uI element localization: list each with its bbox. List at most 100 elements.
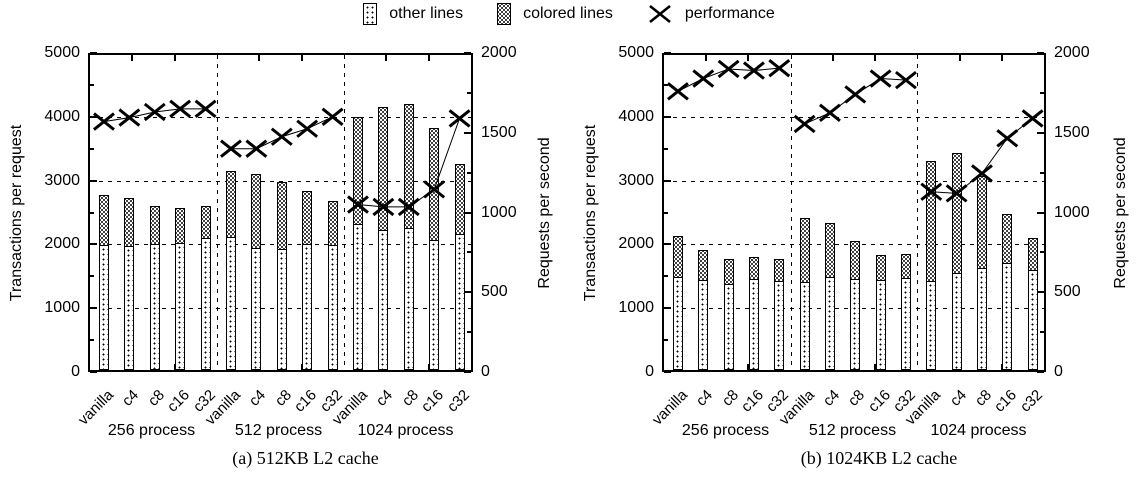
group-label: 256 process xyxy=(107,422,196,439)
bar-tick-label: c4 xyxy=(946,386,971,410)
tick-mark xyxy=(664,83,668,86)
left-axis-tick-label: 1000 xyxy=(44,299,80,316)
colored-lines-segment xyxy=(176,209,184,244)
tick-mark xyxy=(467,251,471,254)
bar-tick-label: c8 xyxy=(398,386,423,410)
chart-a-left-axis-title: Transactions per request xyxy=(8,124,25,302)
tick-mark xyxy=(874,364,877,370)
tick-mark xyxy=(1037,291,1044,294)
tick-mark xyxy=(427,364,430,370)
bar-b-512-c16 xyxy=(876,255,886,370)
colored-lines-segment xyxy=(252,175,260,249)
other-lines-segment xyxy=(303,245,311,369)
bar-a-1024-c16 xyxy=(429,128,439,370)
colored-lines-segment xyxy=(125,199,133,247)
tick-mark xyxy=(300,55,303,61)
bar-b-1024-c16 xyxy=(1002,214,1012,370)
colored-lines-segment xyxy=(1003,215,1011,264)
tick-mark xyxy=(90,83,94,86)
tick-mark xyxy=(467,91,471,94)
left-axis-tick-label: 3000 xyxy=(44,172,80,189)
chart-b-caption: (b) 1024KB L2 cache xyxy=(800,448,958,468)
tick-mark xyxy=(1037,211,1044,214)
tick-mark xyxy=(464,211,471,214)
colored-lines-segment xyxy=(456,165,464,235)
tick-mark xyxy=(664,371,671,373)
colored-lines-segment xyxy=(775,260,783,282)
bar-tick-label: c8 xyxy=(271,386,296,410)
group-label: 1024 process xyxy=(357,422,454,439)
tick-mark xyxy=(90,147,94,150)
colored-lines-segment xyxy=(725,260,733,285)
left-axis-tick-label: 2000 xyxy=(618,235,654,252)
tick-mark xyxy=(467,171,471,174)
tick-mark xyxy=(90,371,97,373)
plot-area-b xyxy=(662,52,1046,373)
tick-mark xyxy=(90,211,94,214)
bar-tick-label: c4 xyxy=(819,386,844,410)
bar-b-512-vanilla xyxy=(800,218,810,370)
right-axis-tick-label: 0 xyxy=(481,363,490,380)
bar-tick-label: c8 xyxy=(718,386,743,410)
other-lines-segment xyxy=(851,280,859,369)
tick-mark xyxy=(664,275,668,278)
other-lines-segment xyxy=(750,280,758,369)
tick-mark xyxy=(467,331,471,334)
group-divider xyxy=(344,55,345,370)
plot-area-a xyxy=(88,52,473,373)
other-lines-segment xyxy=(456,235,464,369)
bar-a-512-c16 xyxy=(302,191,312,370)
group-label: 512 process xyxy=(234,422,323,439)
other-lines-swatch-icon xyxy=(363,3,378,25)
colored-lines-segment xyxy=(674,237,682,278)
tick-mark xyxy=(90,115,97,118)
other-lines-segment xyxy=(826,278,834,369)
tick-mark xyxy=(464,131,471,134)
tick-mark xyxy=(664,147,668,150)
other-lines-segment xyxy=(927,282,935,369)
colored-lines-segment xyxy=(750,258,758,280)
chart-b-left-axis-title: Transactions per request xyxy=(582,124,599,302)
other-lines-segment xyxy=(176,244,184,369)
bar-a-1024-c32 xyxy=(455,164,465,370)
tick-mark xyxy=(258,55,261,61)
tick-mark xyxy=(464,52,471,54)
group-label: 256 process xyxy=(681,422,770,439)
right-axis-tick-label: 2000 xyxy=(1054,44,1090,61)
legend-item-colored-lines: colored lines xyxy=(497,3,613,25)
tick-mark xyxy=(131,55,134,61)
tick-mark xyxy=(385,55,388,61)
legend-label-performance: performance xyxy=(684,5,775,22)
bar-b-256-c4 xyxy=(698,250,708,370)
colored-lines-segment xyxy=(227,172,235,238)
left-axis-tick-label: 5000 xyxy=(44,44,80,61)
left-axis-tick-label: 0 xyxy=(645,363,654,380)
other-lines-segment xyxy=(379,231,387,369)
bar-tick-label: c4 xyxy=(245,386,270,410)
tick-mark xyxy=(664,211,668,214)
x-marker-icon xyxy=(649,4,671,24)
right-axis-tick-label: 0 xyxy=(1054,363,1063,380)
group-divider xyxy=(217,55,218,370)
right-axis-tick-label: 2000 xyxy=(481,44,517,61)
right-axis-tick-label: 500 xyxy=(1054,283,1081,300)
colored-lines-segment xyxy=(978,177,986,269)
other-lines-segment xyxy=(775,282,783,369)
tick-mark xyxy=(1037,131,1044,134)
chart-a-caption: (a) 512KB L2 cache xyxy=(232,448,379,468)
right-axis-tick-label: 1500 xyxy=(1054,124,1090,141)
other-lines-segment xyxy=(125,247,133,369)
colored-lines-segment xyxy=(826,224,834,278)
bar-a-256-c16 xyxy=(175,208,185,370)
bar-tick-label: c32 xyxy=(1016,386,1047,416)
tick-mark xyxy=(90,179,97,182)
left-axis-tick-label: 0 xyxy=(71,363,80,380)
colored-lines-swatch-icon xyxy=(497,3,512,25)
left-axis-tick-label: 5000 xyxy=(618,44,654,61)
tick-mark xyxy=(664,52,671,54)
other-lines-segment xyxy=(877,281,885,369)
bar-a-256-c8 xyxy=(150,206,160,370)
legend-item-other-lines: other lines xyxy=(363,3,463,25)
tick-mark xyxy=(464,291,471,294)
